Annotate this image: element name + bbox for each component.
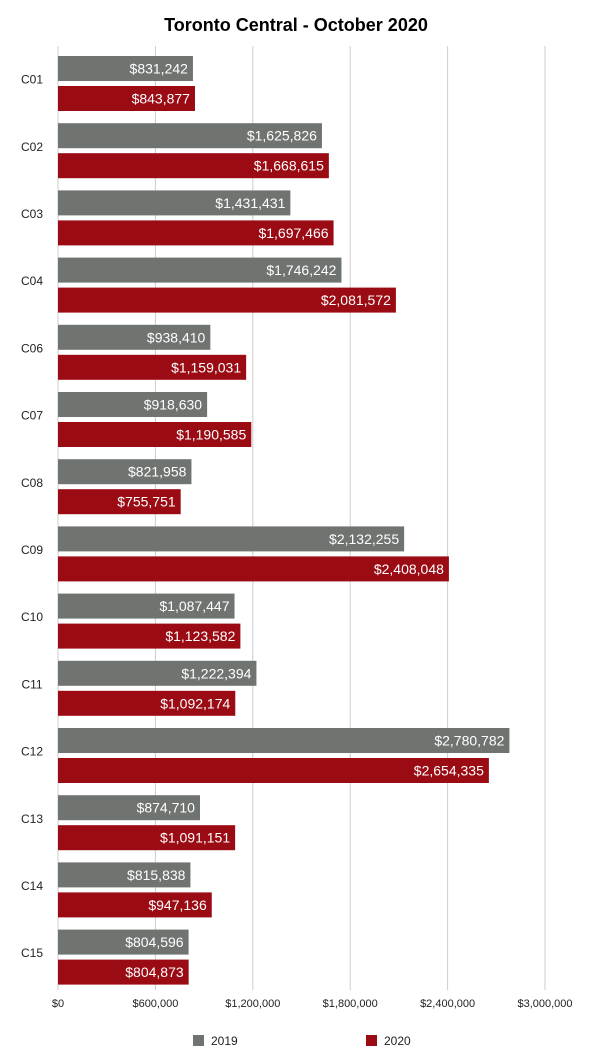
bar-2020-C13 — [58, 825, 236, 851]
bar-value-label: $874,710 — [137, 800, 196, 816]
bar-value-label: $1,159,031 — [171, 359, 241, 375]
bar-value-label: $1,625,826 — [247, 128, 317, 144]
bar-2019-C08 — [58, 459, 192, 485]
bar-value-label: $815,838 — [127, 867, 186, 883]
bar-value-label: $2,132,255 — [329, 531, 399, 547]
bar-value-label: $947,136 — [148, 897, 207, 913]
bar-2020-C14 — [58, 892, 212, 918]
x-axis-ticks: $0 $600,000 $1,200,000 $1,800,000 $2,400,000… — [52, 998, 573, 1010]
bar-value-label: $918,630 — [144, 397, 203, 413]
bar-2019-C11 — [58, 660, 257, 686]
bar-value-label: $821,958 — [128, 464, 187, 480]
bar-2019-C06 — [58, 324, 211, 350]
bar-2019-C03 — [58, 190, 291, 216]
bar-2019-C01 — [58, 56, 193, 81]
legend: 2019 2020 — [193, 1034, 411, 1048]
bar-value-label: $1,668,615 — [254, 158, 324, 174]
bar-2020-C12 — [58, 758, 489, 783]
bar-2019-C15 — [58, 929, 189, 955]
bar-value-label: $1,697,466 — [258, 225, 328, 241]
bar-2020-C06 — [58, 354, 247, 380]
bar-2020-C11 — [58, 690, 236, 716]
bar-value-label: $1,190,585 — [176, 427, 246, 443]
category-label: C15 — [21, 946, 43, 960]
category-label: C14 — [21, 879, 43, 893]
bar-value-label: $843,877 — [132, 91, 191, 107]
x-tick-label: $0 — [52, 998, 64, 1010]
bar-value-label: $2,081,572 — [321, 292, 391, 308]
category-label: C09 — [21, 543, 43, 557]
bar-value-label: $1,222,394 — [181, 665, 251, 681]
bar-2019-C13 — [58, 795, 200, 821]
legend-label: 2019 — [211, 1034, 238, 1048]
bar-2020-C07 — [58, 422, 252, 447]
bar-2020-C08 — [58, 489, 181, 515]
bar-2020-C15 — [58, 959, 189, 985]
bar-value-label: $1,746,242 — [266, 262, 336, 278]
bar-2020-C03 — [58, 220, 334, 246]
bar-2020-C01 — [58, 86, 195, 111]
bar-value-label: $1,123,582 — [165, 628, 235, 644]
category-label: C02 — [21, 140, 43, 154]
chart-title: Toronto Central - October 2020 — [164, 15, 428, 35]
category-label: C12 — [21, 745, 43, 759]
category-label: C04 — [21, 274, 43, 288]
x-tick-label: $1,200,000 — [225, 998, 280, 1010]
bar-2020-C10 — [58, 623, 241, 649]
bar-2019-C10 — [58, 593, 235, 619]
bar-2019-C09 — [58, 526, 405, 552]
x-tick-label: $2,400,000 — [420, 998, 475, 1010]
bar-2019-C04 — [58, 257, 342, 283]
category-label: C08 — [21, 476, 43, 490]
bar-2019-C07 — [58, 392, 208, 417]
category-label: C07 — [21, 409, 43, 423]
x-tick-label: $600,000 — [132, 998, 178, 1010]
bar-value-label: $2,780,782 — [434, 733, 504, 749]
category-label: C03 — [21, 207, 43, 221]
bar-2019-C02 — [58, 123, 322, 149]
x-tick-label: $1,800,000 — [323, 998, 378, 1010]
bar-value-label: $831,242 — [130, 61, 189, 77]
bar-value-label: $804,873 — [125, 964, 184, 980]
bar-value-label: $755,751 — [117, 494, 176, 510]
category-label: C13 — [21, 812, 43, 826]
bar-2020-C02 — [58, 153, 329, 179]
bar-2019-C14 — [58, 862, 191, 888]
bar-value-label: $2,654,335 — [414, 763, 484, 779]
legend-swatch-2020 — [366, 1035, 377, 1046]
category-label: C10 — [21, 610, 43, 624]
bar-2020-C09 — [58, 556, 449, 582]
bar-value-label: $1,431,431 — [215, 195, 285, 211]
category-labels: C01 C02 C03 C04 C06 C07 C08 C09 C10 C11 C12 C13 C14 C… — [21, 73, 43, 961]
bar-value-label: $804,596 — [125, 934, 184, 950]
bars: $831,242 $843,877 $1,625,826 $1,668,615 $1,4… — [58, 56, 510, 985]
x-tick-label: $3,000,000 — [517, 998, 572, 1010]
bar-value-label: $938,410 — [147, 329, 206, 345]
bar-2020-C04 — [58, 287, 396, 313]
bar-value-label: $1,092,174 — [160, 695, 230, 711]
bar-value-label: $1,087,447 — [159, 598, 229, 614]
bar-value-label: $2,408,048 — [374, 561, 444, 577]
legend-label: 2020 — [384, 1034, 411, 1048]
category-label: C06 — [21, 341, 43, 355]
category-label: C01 — [21, 73, 43, 87]
bar-2019-C12 — [58, 728, 510, 753]
category-label: C11 — [21, 677, 42, 691]
bar-value-label: $1,091,151 — [160, 830, 230, 846]
legend-swatch-2019 — [193, 1035, 204, 1046]
